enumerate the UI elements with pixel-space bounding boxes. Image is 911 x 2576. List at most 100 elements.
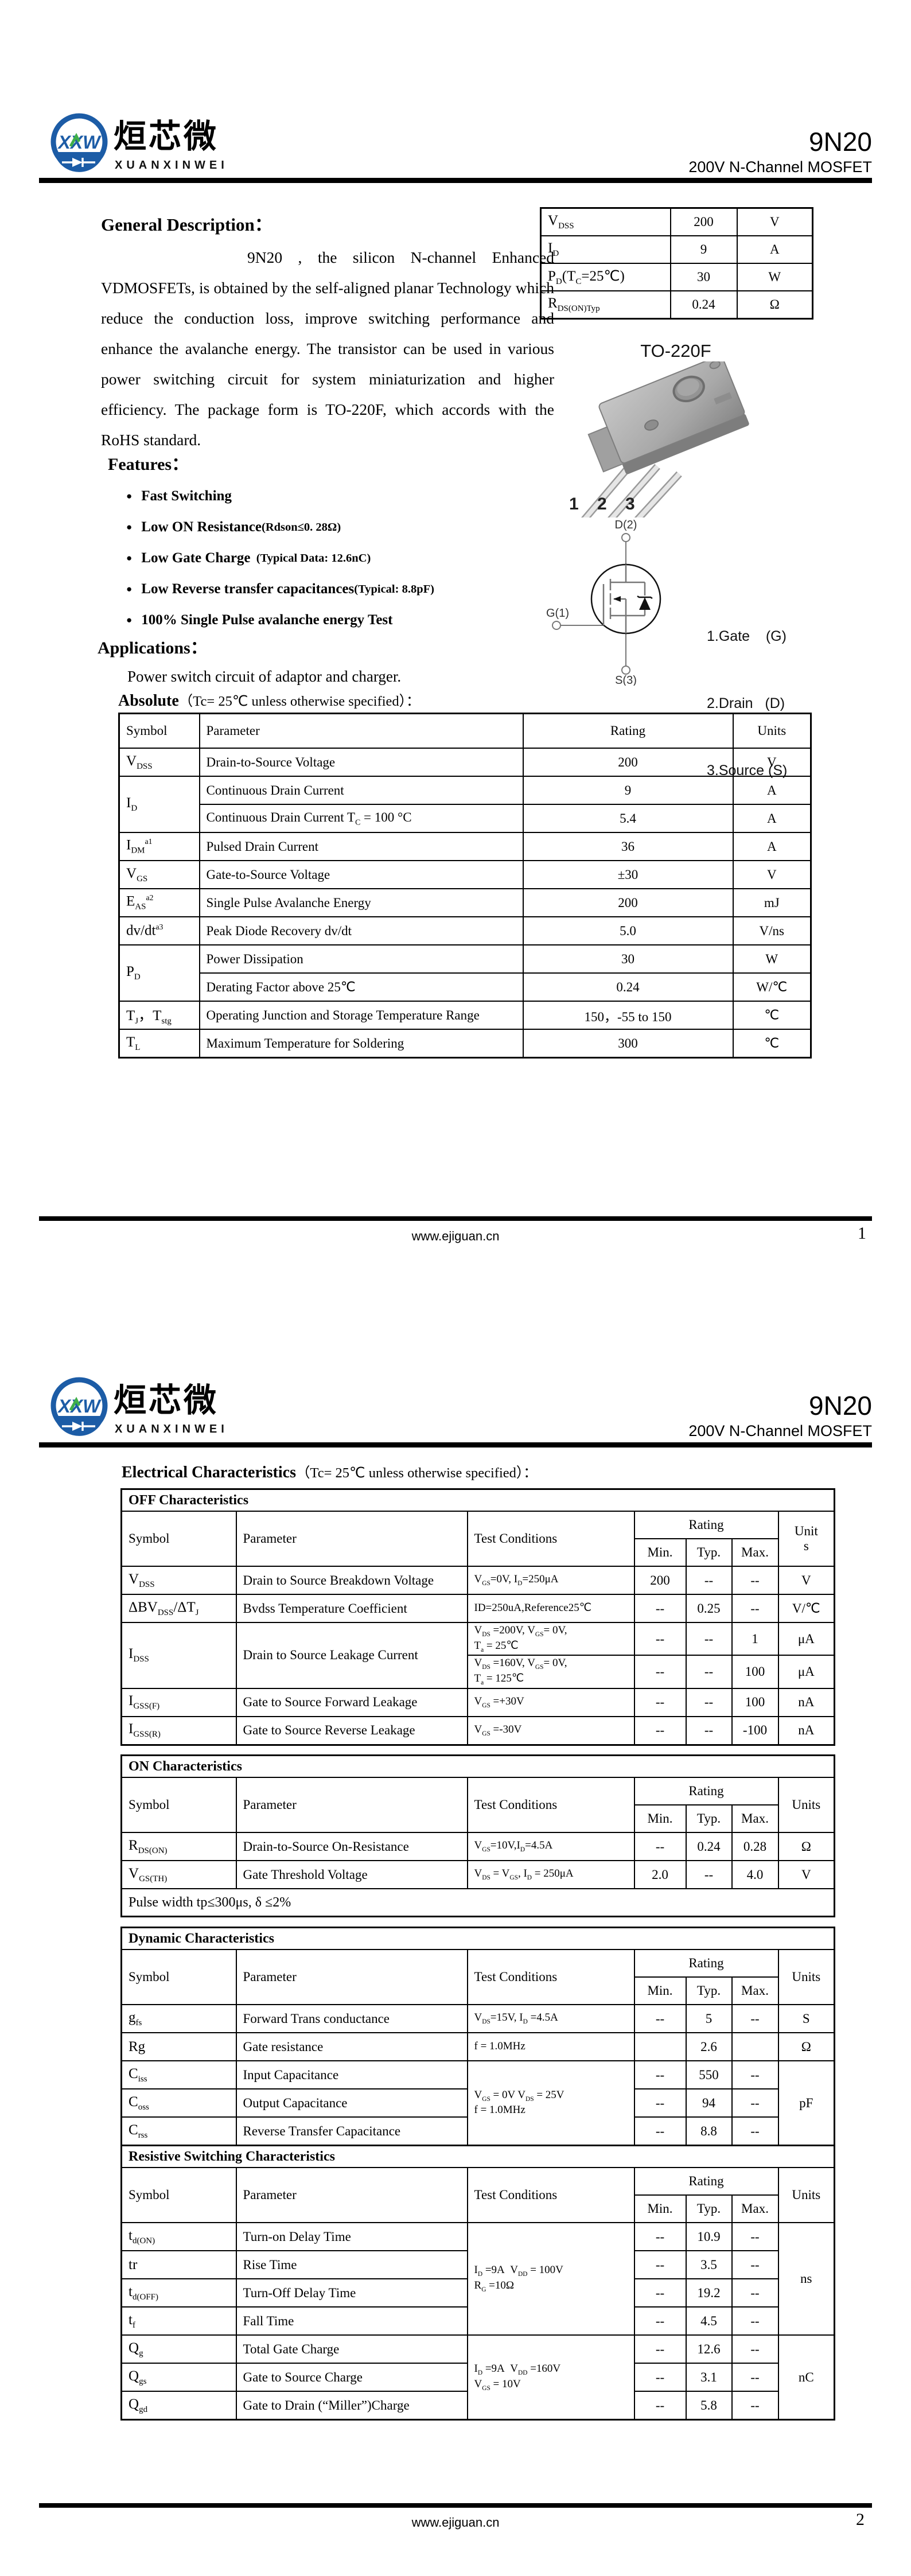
table-cell: -- xyxy=(731,2334,779,2364)
table-header-cell: Max. xyxy=(731,1804,779,1833)
table-cell: W xyxy=(736,263,813,291)
footer-url: www.ejiguan.cn xyxy=(411,2515,500,2530)
table-cell: 200 xyxy=(522,748,734,777)
table-cell: pF xyxy=(777,2060,835,2146)
page-number: 2 xyxy=(856,2510,865,2529)
feature-item: ● Low ON Resistance (Rdson≤0. 28Ω) xyxy=(126,512,562,543)
table-cell: Ciss xyxy=(120,2060,237,2089)
table-header-cell: Rating xyxy=(633,1511,779,1539)
feature-note: (Rdson≤0. 28Ω) xyxy=(262,520,341,534)
table-cell: Reverse Transfer Capacitance xyxy=(235,2116,468,2146)
table-cell: ID =9A VDD = 100V RG =10Ω xyxy=(466,2222,635,2336)
feature-note: (Typical Data: 12.6nC) xyxy=(250,551,371,565)
table-cell: -- xyxy=(731,2116,779,2146)
mosfet-symbol-diagram: D(2) G(1) S(3) xyxy=(546,519,661,686)
table-cell: -- xyxy=(731,2004,779,2033)
table-cell: Drain to Source Breakdown Voltage xyxy=(235,1566,468,1595)
table-cell: Continuous Drain Current xyxy=(198,776,524,805)
table-cell: -- xyxy=(633,1621,687,1656)
general-description-paragraph: 9N20 , the silicon N-channel Enhanced VD… xyxy=(101,248,554,449)
pin-numbers-label: 1 2 3 xyxy=(569,495,642,513)
logo-diode-icon xyxy=(62,1422,95,1431)
table-header-cell: Min. xyxy=(633,1804,687,1833)
table-header-cell: Rating xyxy=(633,2167,779,2196)
table-cell: -- xyxy=(633,2116,687,2146)
bullet-icon: ● xyxy=(126,552,133,563)
table-cell: tf xyxy=(120,2306,237,2336)
footer-url: www.ejiguan.cn xyxy=(411,1229,500,1243)
table-cell: Ω xyxy=(777,2032,835,2061)
page-1: XXW 烜芯微 XUANXINWEI 9N20 200V N-Channel M… xyxy=(39,113,872,1243)
table-cell: IGSS(R) xyxy=(120,1715,237,1745)
table-cell: Total Gate Charge xyxy=(235,2334,468,2364)
table-cell: RDS(ON)Typ xyxy=(540,290,671,320)
table-cell: 100 xyxy=(731,1655,779,1689)
table-cell: RDS(ON) xyxy=(120,1832,237,1861)
table-cell: VDS = VGS, ID = 250μA xyxy=(466,1860,635,1889)
table-cell: Crss xyxy=(120,2116,237,2146)
table-cell: VDSS xyxy=(120,1566,237,1595)
table-cell: 4.0 xyxy=(731,1860,779,1889)
table-cell: f = 1.0MHz xyxy=(466,2032,635,2061)
table-cell: Ω xyxy=(777,1832,835,1861)
pin-legend-gate: 1.Gate (G) xyxy=(707,628,787,644)
table-cell: 2.0 xyxy=(633,1860,687,1889)
table-cell: -- xyxy=(685,1860,733,1889)
table-header-cell: Min. xyxy=(633,1538,687,1567)
table-header-cell: Max. xyxy=(731,1976,779,2005)
table-cell: 550 xyxy=(685,2060,733,2089)
summary-ratings-table: VDSS 200 V ID 9 A PD(TC=25℃) 30 W RDS(ON)Typ 0.24 Ω xyxy=(540,207,813,320)
table-cell: PD xyxy=(118,944,200,1002)
absolute-heading-bold: Absolute xyxy=(118,692,179,710)
table-cell: -- xyxy=(633,2088,687,2118)
table-cell: 19.2 xyxy=(685,2278,733,2307)
applications-text: Power switch circuit of adaptor and char… xyxy=(127,668,402,685)
table-cell: -- xyxy=(633,2278,687,2307)
table-cell: S xyxy=(777,2004,835,2033)
table-cell: Peak Diode Recovery dv/dt xyxy=(198,916,524,945)
resistive-switching-table: Resistive Switching Characteristics Symbo… xyxy=(120,2145,836,2421)
table-header-cell: Symbol xyxy=(120,1777,237,1833)
feature-item: ● 100% Single Pulse avalanche energy Test xyxy=(126,605,562,636)
table-header-cell: Typ. xyxy=(685,1538,733,1567)
table-cell: Gate-to-Source Voltage xyxy=(198,860,524,889)
dynamic-characteristics-table: Dynamic Characteristics Symbol Parameter Te… xyxy=(120,1927,836,2146)
table-header-cell: Typ. xyxy=(685,1976,733,2005)
table-cell: Qgd xyxy=(120,2391,237,2421)
table-cell: 0.28 xyxy=(731,1832,779,1861)
table-cell: -- xyxy=(633,2222,687,2251)
table-cell: 5.4 xyxy=(522,804,734,833)
table-cell: V xyxy=(777,1566,835,1595)
header-brand-block: 9N20 200V N-Channel MOSFET xyxy=(528,127,872,176)
table-cell: -- xyxy=(731,2363,779,2392)
table-cell: 9 xyxy=(522,776,734,805)
table-cell: 10.9 xyxy=(685,2222,733,2251)
table-cell: 36 xyxy=(522,832,734,861)
table-cell: ±30 xyxy=(522,860,734,889)
table-header-cell: Units xyxy=(777,1949,835,2005)
table-header-cell: Test Conditions xyxy=(466,1511,635,1567)
table-header-cell: Rating xyxy=(522,713,734,749)
table-header-cell: Parameter xyxy=(235,1511,468,1567)
bullet-icon: ● xyxy=(126,522,133,532)
package-name-label: TO-220F xyxy=(640,341,711,361)
table-header-cell: Resistive Switching Characteristics xyxy=(120,2145,835,2168)
table-cell: ID=250uA,Reference25℃ xyxy=(466,1594,635,1623)
table-cell: V xyxy=(732,748,812,777)
logo-green-accent xyxy=(69,1396,81,1411)
table-header-cell: Parameter xyxy=(235,2167,468,2223)
electrical-heading-bold: Electrical Characteristics xyxy=(122,1464,296,1481)
table-cell: Continuous Drain Current TC = 100 °C xyxy=(198,804,524,833)
company-name-cn: 烜芯微 xyxy=(114,1382,219,1419)
table-cell: Pulse width tp≤300μs, δ ≤2% xyxy=(120,1888,835,1917)
table-cell: -- xyxy=(633,2391,687,2421)
table-cell: 5.0 xyxy=(522,916,734,945)
table-header-cell: ON Characteristics xyxy=(120,1754,835,1778)
table-cell: nA xyxy=(777,1687,835,1717)
table-cell: nC xyxy=(777,2334,835,2421)
table-cell: 0.24 xyxy=(685,1832,733,1861)
table-cell: Qgs xyxy=(120,2363,237,2392)
footer-rule xyxy=(39,1216,872,1221)
table-cell: IGSS(F) xyxy=(120,1687,237,1717)
logo-monogram: XXW xyxy=(57,1396,102,1417)
